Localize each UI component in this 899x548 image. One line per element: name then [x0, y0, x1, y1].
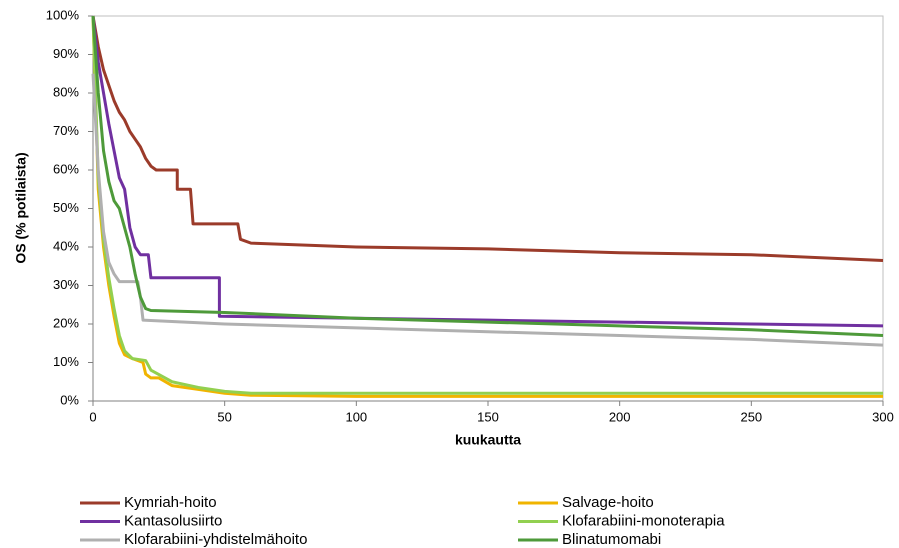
x-tick-label: 100	[345, 409, 367, 424]
y-tick-label: 90%	[53, 46, 79, 61]
plot-frame	[92, 15, 884, 402]
legend-label: Klofarabiini-monoterapia	[562, 512, 725, 529]
x-tick-label: 200	[609, 409, 631, 424]
y-tick-label: 10%	[53, 354, 79, 369]
y-tick-label: 30%	[53, 277, 79, 292]
y-axis-title: OS (% potilaista)	[13, 152, 29, 263]
x-tick-label: 300	[872, 409, 894, 424]
y-tick-label: 40%	[53, 238, 79, 253]
y-tick-label: 70%	[53, 123, 79, 138]
x-tick-label: 150	[477, 409, 499, 424]
x-tick-label: 250	[740, 409, 762, 424]
legend-label: Salvage-hoito	[562, 494, 654, 511]
series-line	[91, 15, 884, 262]
y-tick-label: 80%	[53, 84, 79, 99]
y-tick-label: 20%	[53, 315, 79, 330]
x-tick-label: 0	[89, 409, 96, 424]
y-tick-label: 60%	[53, 161, 79, 176]
series-line	[91, 15, 883, 395]
legend-label: Blinatumomabi	[562, 531, 661, 548]
legend-label: Kantasolusiirto	[124, 512, 222, 529]
legend-label: Kymriah-hoito	[124, 494, 217, 511]
x-tick-label: 50	[217, 409, 231, 424]
x-axis-title: kuukautta	[455, 432, 521, 448]
series-line	[91, 15, 884, 328]
legend-label: Klofarabiini-yhdistelmähoito	[124, 531, 307, 548]
y-tick-label: 0%	[60, 392, 79, 407]
y-tick-label: 50%	[53, 200, 79, 215]
y-tick-label: 100%	[46, 7, 80, 22]
series-line	[91, 15, 884, 338]
series-line	[91, 73, 884, 347]
